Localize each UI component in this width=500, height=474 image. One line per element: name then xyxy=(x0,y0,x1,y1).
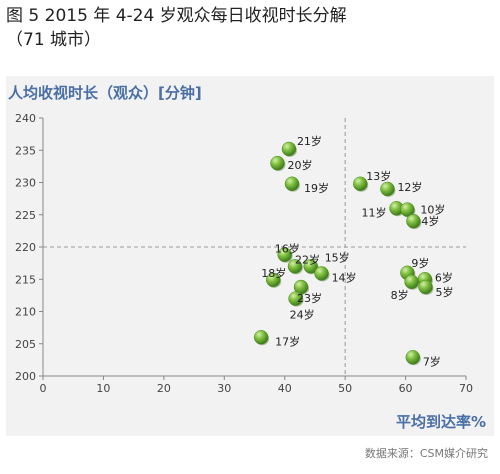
data-point xyxy=(277,247,292,262)
data-point xyxy=(400,202,415,217)
x-tick-label: 70 xyxy=(459,382,473,395)
data-point xyxy=(314,266,329,281)
data-point xyxy=(405,350,421,365)
y-tick-label: 240 xyxy=(15,112,36,125)
point-label: 19岁 xyxy=(304,181,329,195)
source-note: 数据来源：CSM媒介研究 xyxy=(364,447,488,460)
point-label: 15岁 xyxy=(325,250,350,264)
x-tick-label: 50 xyxy=(338,382,352,395)
point-label: 12岁 xyxy=(397,180,422,194)
point-label: 23岁 xyxy=(297,291,322,305)
data-point xyxy=(288,291,303,306)
data-point xyxy=(287,259,303,274)
data-point xyxy=(265,272,281,288)
x-tick-label: 30 xyxy=(217,382,231,395)
figure-title-line1: 图 5 2015 年 4-24 岁观众每日收视时长分解 xyxy=(6,6,347,26)
point-label: 8岁 xyxy=(391,288,409,302)
x-tick-label: 40 xyxy=(278,382,292,395)
point-label: 20岁 xyxy=(287,158,312,172)
x-tick-label: 60 xyxy=(399,382,413,395)
point-label: 17岁 xyxy=(275,334,300,348)
point-label: 9岁 xyxy=(411,256,429,270)
y-tick-label: 200 xyxy=(15,370,36,383)
figure-title: 图 5 2015 年 4-24 岁观众每日收视时长分解 （71 城市） xyxy=(6,4,496,52)
y-tick-label: 225 xyxy=(15,209,36,222)
data-point xyxy=(406,213,421,229)
x-tick-label: 0 xyxy=(40,382,47,395)
point-label: 7岁 xyxy=(423,354,441,368)
data-point xyxy=(380,181,395,197)
x-tick-label: 10 xyxy=(96,382,110,395)
point-label: 14岁 xyxy=(332,270,357,284)
x-axis-title: 平均到达率% xyxy=(395,413,486,431)
data-point xyxy=(284,176,300,192)
chart-axes: 0 10 20 30 40 50 60 70 200 205 210 215 220 225 230 235 2… xyxy=(15,112,473,395)
point-label: 21岁 xyxy=(297,134,322,148)
x-tick-label: 20 xyxy=(157,382,171,395)
point-label: 18岁 xyxy=(261,266,286,280)
data-point xyxy=(353,176,368,192)
data-point xyxy=(270,155,285,171)
data-point xyxy=(303,259,318,274)
reference-lines xyxy=(43,118,466,376)
data-point xyxy=(418,279,433,295)
y-tick-label: 210 xyxy=(15,306,36,319)
figure-subtitle: （71 城市） xyxy=(6,30,102,50)
point-label: 4岁 xyxy=(421,214,439,228)
point-label: 16岁 xyxy=(275,242,300,256)
y-tick-label: 230 xyxy=(15,177,36,190)
point-label: 22岁 xyxy=(295,252,320,266)
point-label: 11岁 xyxy=(362,205,387,219)
y-tick-label: 215 xyxy=(15,273,36,286)
y-tick-label: 205 xyxy=(15,338,36,351)
point-label: 10岁 xyxy=(420,203,445,217)
data-point xyxy=(281,141,297,157)
point-label: 13岁 xyxy=(366,169,391,183)
point-label: 5岁 xyxy=(436,285,454,299)
y-tick-label: 235 xyxy=(15,144,36,157)
y-tick-label: 220 xyxy=(15,241,36,254)
data-point xyxy=(404,274,419,290)
y-axis-title: 人均收视时长（观众）[分钟] xyxy=(8,84,202,102)
data-point xyxy=(253,330,269,345)
point-label: 6岁 xyxy=(435,270,453,284)
point-label: 24岁 xyxy=(290,308,315,322)
